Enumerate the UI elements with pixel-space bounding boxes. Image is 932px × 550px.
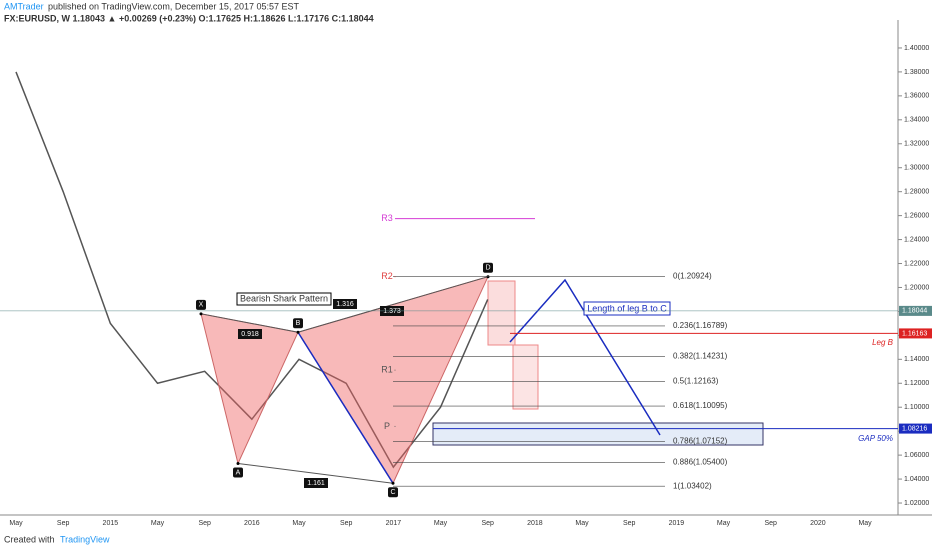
pattern-title-bg [236,292,332,306]
published: published on TradingView.com, December 1… [48,1,299,11]
y-tick-label: 1.38000 [904,69,929,76]
x-tick-label: Sep [57,520,70,527]
y-tick-label: 1.34000 [904,117,929,124]
pivot-label: R1 [381,364,393,374]
pattern-point [236,462,240,466]
x-tick-label: 2015 [103,520,119,527]
ratio-label: 1.316 [336,301,354,308]
point-label: X [199,302,204,309]
fib-label: 0(1.20924) [673,272,712,281]
leg-label-bg [583,301,671,316]
pivot-mark [394,369,396,371]
pivot-label: R2 [381,271,393,281]
pivot-mark [394,425,396,427]
price-tag-bg [899,305,932,316]
author: AMTrader [4,1,44,11]
x-tick-label: Sep [764,520,777,527]
y-tick-label: 1.28000 [904,189,929,196]
x-tick-label: 2017 [386,520,402,527]
supply-zone [487,280,516,346]
pattern-ac [237,463,394,484]
pattern-title: Bearish Shark Pattern [240,293,328,303]
y-tick-label: 1.06000 [904,452,929,459]
y-tick-label: 1.40000 [904,45,929,52]
ratio-bg [333,299,357,309]
ratio-label: 1.161 [307,480,325,487]
point-label-bg [293,318,303,329]
x-tick-label: May [292,520,306,527]
x-tick-label: May [575,520,589,527]
point-label-bg [388,487,398,498]
fib-label: 1(1.03402) [673,481,712,490]
y-tick-label: 1.26000 [904,212,929,219]
y-tick-label: 1.32000 [904,141,929,148]
y-tick-label: 1.30000 [904,165,929,172]
x-tick-label: 2020 [810,520,826,527]
x-tick-label: Sep [198,520,211,527]
price-tag-bg [899,328,932,339]
pattern-point [391,481,395,485]
fib-label: 0.886(1.05400) [673,457,728,466]
footer-created: Created with [4,534,55,544]
pattern-point [296,330,300,334]
y-tick-label: 1.36000 [904,93,929,100]
pivot-label: P [384,421,390,431]
point-label: B [296,320,301,327]
point-label: A [236,469,241,476]
pivot-mark [394,276,396,278]
x-tick-label: Sep [623,520,636,527]
fib-label: 0.382(1.14231) [673,352,728,361]
y-tick-label: 1.12000 [904,380,929,387]
y-tick-label: 1.24000 [904,236,929,243]
leg-b-label: Leg B [872,338,894,347]
x-tick-label: 2016 [244,520,260,527]
y-tick-label: 1.10000 [904,404,929,411]
ratio-bg [304,478,328,488]
x-tick-label: May [434,520,448,527]
footer-brand: TradingView [60,534,110,544]
x-tick-label: Sep [481,520,494,527]
x-tick-label: 2018 [527,520,543,527]
target-zone [512,344,539,410]
price-tag: 1.08216 [902,425,927,432]
ratio-bg [238,329,262,339]
pattern-point [199,312,203,316]
fib-label: 0.5(1.12163) [673,376,719,385]
y-tick-label: 1.04000 [904,476,929,483]
y-tick-label: 1.20000 [904,284,929,291]
ratio-label: 1.373 [383,308,401,315]
point-label: C [390,489,395,496]
price-tag: 1.18044 [902,308,927,315]
leg-label: Length of leg B to C [587,303,667,313]
projection [509,278,661,436]
x-tick-label: 2019 [669,520,685,527]
x-tick-label: May [717,520,731,527]
price-tag-bg [899,423,932,434]
x-tick-label: Sep [340,520,353,527]
point-label-bg [483,262,493,273]
pivot-label: R3 [381,213,393,223]
fib-label: 0.618(1.10095) [673,401,728,410]
ratio-label: 0.918 [241,331,259,338]
x-tick-label: May [9,520,23,527]
fib-label: 0.236(1.16789) [673,321,728,330]
point-label: D [485,265,490,272]
price-tag: 1.16163 [902,330,927,337]
leg-bc [297,331,394,484]
x-tick-label: May [151,520,165,527]
point-label-bg [233,467,243,478]
symbol-info: FX:EURUSD, W 1.18043 ▲ +0.00269 (+0.23%)… [4,13,374,23]
point-label-bg [196,299,206,310]
y-tick-label: 1.14000 [904,356,929,363]
gap-label: GAP 50% [858,434,893,443]
x-tick-label: May [858,520,872,527]
y-tick-label: 1.22000 [904,260,929,267]
fib-label: 0.786(1.07152) [673,436,728,445]
y-tick-label: 1.02000 [904,500,929,507]
